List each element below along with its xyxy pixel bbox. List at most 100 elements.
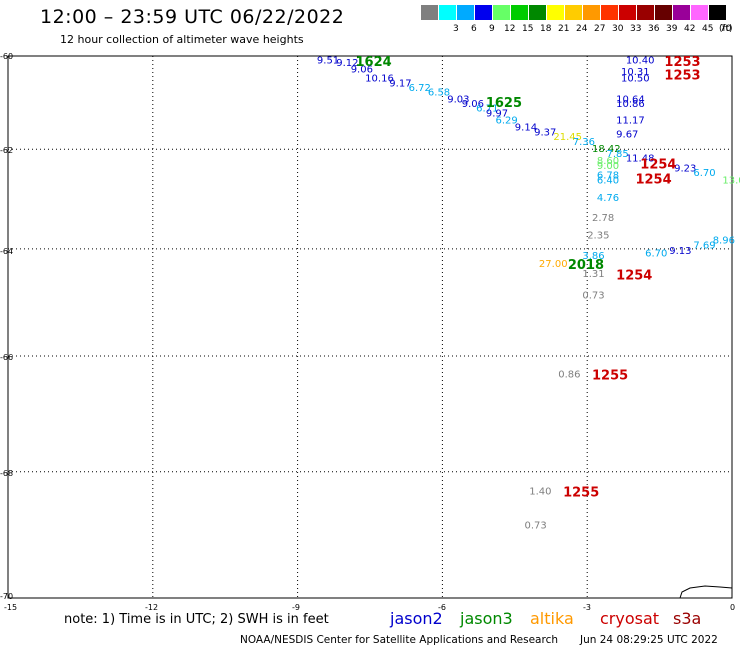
wave-height-value: 7.36 (573, 137, 595, 148)
pass-time-label: 1255 (592, 369, 628, 384)
graticule-grid (8, 56, 732, 598)
legend-tick-label: 39 (666, 24, 678, 34)
legend-swatch (547, 5, 564, 20)
legend-swatch (475, 5, 492, 20)
satellite-label-altika: altika (530, 609, 574, 628)
legend-swatch (619, 5, 636, 20)
satellite-label-cryosat: cryosat (600, 609, 660, 628)
wave-height-value: 10.40 (626, 56, 655, 67)
wave-height-value: 9.37 (534, 127, 556, 138)
wave-height-value: 10.86 (616, 99, 645, 110)
lat-tick-label: -68 (0, 469, 14, 478)
legend-swatch (511, 5, 528, 20)
wave-height-value: 1.40 (529, 486, 551, 497)
pass-time-label: 1625 (486, 96, 522, 111)
wave-height-value: 27.00 (539, 259, 568, 270)
legend-tick-label: 15 (522, 24, 534, 34)
map-subtitle: 12 hour collection of altimeter wave hei… (60, 33, 304, 46)
wave-height-value: 9.17 (389, 78, 411, 89)
wave-height-observations: 9.519.129.0610.169.176.726.589.039.066.7… (317, 56, 740, 532)
wave-height-value: 2.78 (592, 213, 614, 224)
wave-height-value: 6.70 (693, 168, 715, 179)
lon-tick-label: -6 (438, 603, 446, 612)
satellite-label-jason3: jason3 (460, 609, 513, 628)
satellite-label-s3a: s3a (673, 609, 702, 628)
wave-height-value: 6.70 (645, 248, 667, 259)
legend-tick-label: 42 (684, 24, 696, 34)
pass-time-label: 1254 (635, 172, 671, 187)
coastline (679, 585, 733, 599)
legend-tick-label: 45 (702, 24, 714, 34)
wave-height-value: 3.86 (582, 251, 604, 262)
wave-height-value: 8.60 (597, 156, 619, 167)
pass-time-label: 1254 (616, 268, 652, 283)
legend-tick-label: 21 (558, 24, 570, 34)
pass-time-label: 1253 (664, 55, 700, 70)
pass-time-label: 2018 (568, 258, 604, 273)
wave-height-value: 2.35 (587, 230, 609, 241)
pass-time-label: 1254 (640, 158, 676, 173)
wave-height-value: 6.78 (597, 171, 619, 182)
legend-tick-label: 36 (648, 24, 660, 34)
wave-height-value: 8.96 (713, 236, 735, 247)
wave-height-value: 6.58 (428, 87, 450, 98)
legend-swatch (691, 5, 708, 20)
wave-height-value: 10.50 (621, 74, 650, 85)
legend-swatch (583, 5, 600, 20)
wave-height-value: 4.76 (597, 193, 619, 204)
legend-tick-label: 33 (630, 24, 642, 34)
lat-tick-label: -66 (0, 353, 14, 362)
map-title: 12:00 – 23:59 UTC 06/22/2022 (40, 6, 345, 28)
wave-height-value: 10.64 (616, 94, 645, 105)
legend-swatch (601, 5, 618, 20)
generated-timestamp: Jun 24 08:29:25 UTC 2022 (580, 634, 718, 646)
legend-swatch (673, 5, 690, 20)
pass-time-label: 1253 (664, 68, 700, 83)
legend-tick-label: 12 (504, 24, 516, 34)
lat-tick-label: -60 (0, 52, 14, 61)
wave-height-value: 9.14 (515, 123, 537, 134)
wave-height-value: 6.71 (476, 104, 498, 115)
wave-height-value: 11.48 (626, 154, 655, 165)
wave-height-value: 9.06 (462, 99, 484, 110)
wave-height-value: 0.86 (558, 369, 580, 380)
wave-height-value: 9.13 (669, 246, 691, 257)
legend-swatch (529, 5, 546, 20)
wave-height-value: 9.97 (486, 108, 508, 119)
wave-height-value: 7.69 (693, 241, 715, 252)
legend-tick-label: 24 (576, 24, 588, 34)
wave-height-value: 0.73 (582, 290, 604, 301)
footer-note: note: 1) Time is in UTC; 2) SWH is in fe… (64, 612, 329, 627)
satellite-label-jason2: jason2 (390, 609, 443, 628)
lon-tick-label: 0 (730, 603, 736, 612)
wave-height-value: 9.06 (351, 65, 373, 76)
wave-height-value: 11.17 (616, 115, 645, 126)
wave-height-value: 6.29 (495, 115, 517, 126)
legend-tick-label: 27 (594, 24, 606, 34)
legend-swatch (655, 5, 672, 20)
lon-tick-label: -3 (583, 603, 591, 612)
legend-tick-label: 70 (720, 24, 732, 34)
wave-height-value: 9.00 (597, 161, 619, 172)
wave-height-value: 0.73 (524, 520, 546, 531)
wave-height-value: 6.72 (409, 83, 431, 94)
wave-height-value: 9.51 (317, 56, 339, 67)
pass-time-label: 1255 (563, 486, 599, 501)
lat-tick-label: -62 (0, 146, 14, 155)
legend-swatch (709, 5, 726, 20)
legend-tick-label: 18 (540, 24, 552, 34)
wave-height-value: 9.67 (616, 130, 638, 141)
legend-tick-label: 3 (453, 24, 459, 34)
legend-tick-label: 30 (612, 24, 624, 34)
lon-tick-label: -9 (292, 603, 300, 612)
legend-swatch (493, 5, 510, 20)
legend-swatch (637, 5, 654, 20)
wave-height-value: 21.45 (553, 132, 582, 143)
credit-line: NOAA/NESDIS Center for Satellite Applica… (240, 634, 558, 646)
legend-swatch (439, 5, 456, 20)
legend-unit: (ft) (719, 24, 733, 34)
legend-swatch (457, 5, 474, 20)
lon-tick-label: -15 (4, 603, 18, 612)
wave-height-value: 18.42 (592, 144, 621, 155)
